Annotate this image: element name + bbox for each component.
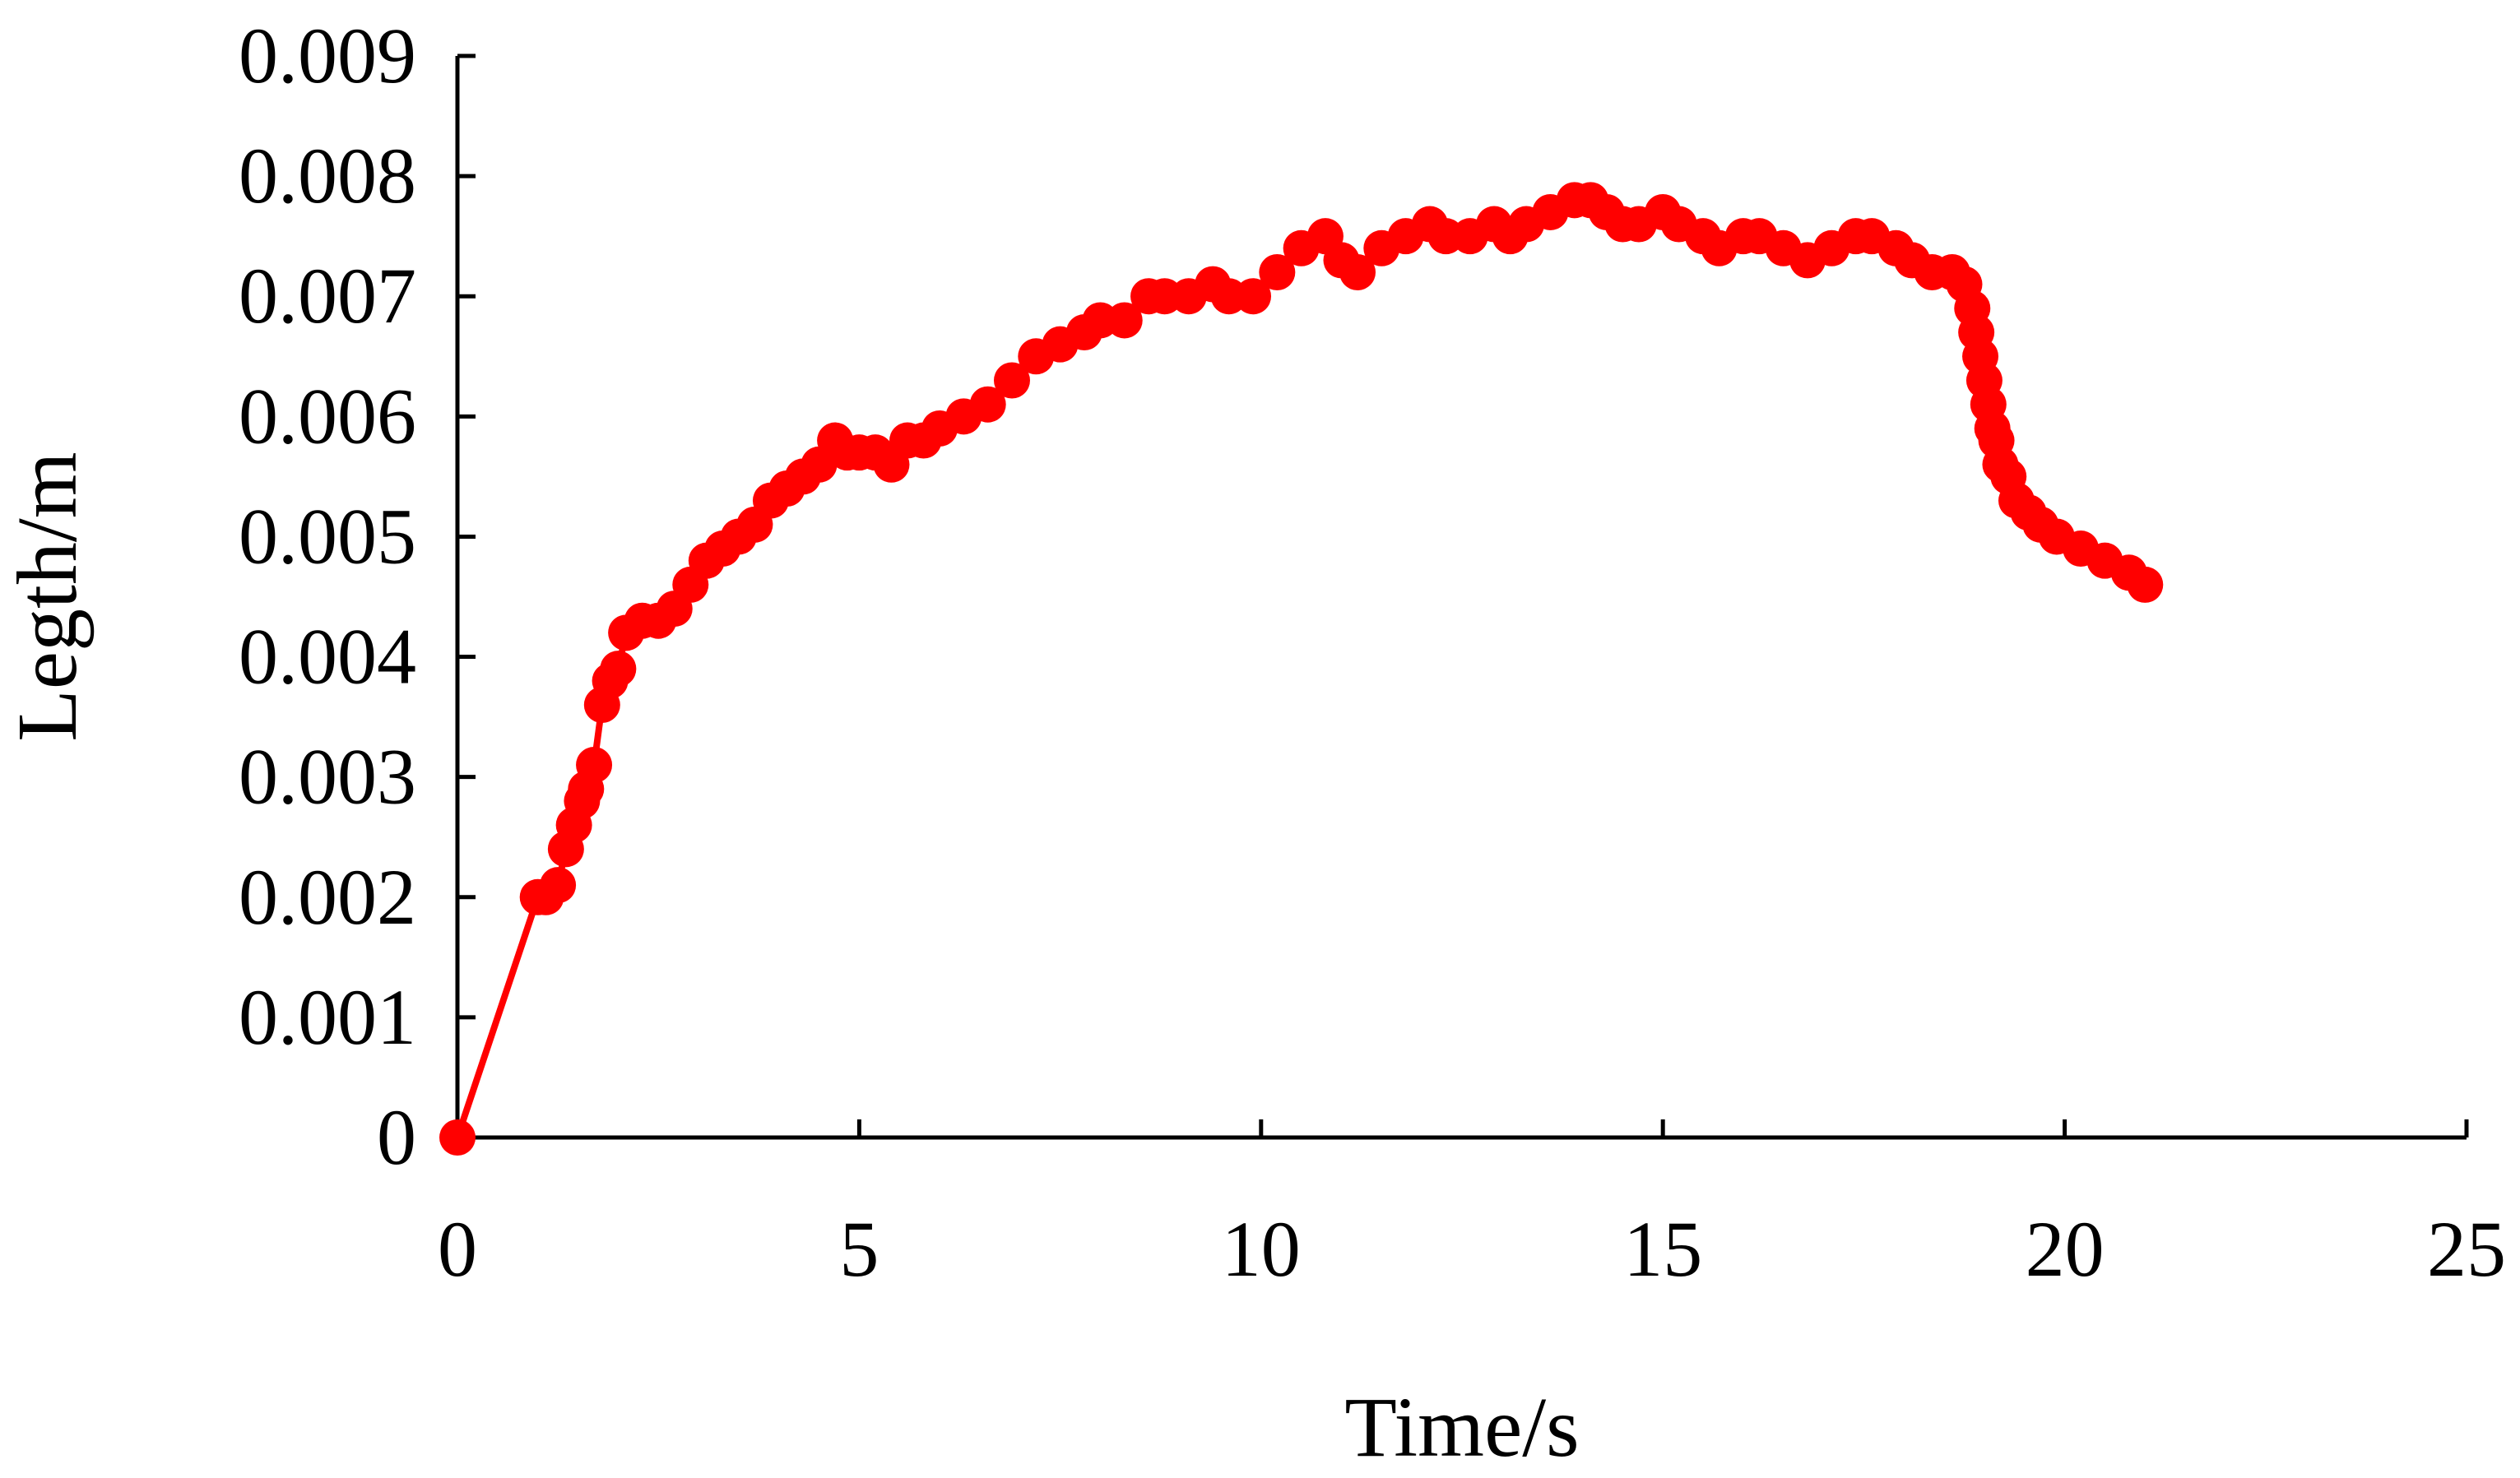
x-tick-label: 10 [1222,1205,1301,1293]
data-point [993,362,1030,399]
x-tick-label: 5 [839,1205,879,1293]
y-tick-label: 0.005 [239,492,416,580]
series-line [454,197,2149,1141]
x-tick-label: 15 [1623,1205,1702,1293]
data-point [439,1119,476,1156]
y-tick-label: 0.009 [239,12,416,100]
data-point [1339,254,1376,290]
x-tick-label: 20 [2026,1205,2105,1293]
y-tick-label: 0.008 [239,132,416,220]
data-point [540,867,577,904]
data-point [1235,278,1272,315]
data-point [1259,254,1296,290]
data-series [439,182,2164,1156]
x-axis-title: Time/s [1344,1380,1579,1474]
y-tick-label: 0.001 [239,973,416,1061]
axes [455,56,2467,1140]
y-tick-label: 0.006 [239,372,416,460]
y-tick-label: 0.003 [239,733,416,821]
y-tick-label: 0.007 [239,252,416,340]
data-point [2127,566,2164,603]
y-axis-ticks: 0 0.001 0.002 0.003 0.004 0.005 0.006 0.007 0.00… [239,12,476,1181]
data-point [969,386,1006,423]
x-axis-ticks: 0 5 10 15 20 25 [438,1119,2506,1293]
y-axis-title: Legth/m [0,452,95,741]
data-point [600,651,637,688]
y-tick-label: 0.002 [239,853,416,941]
x-tick-label: 25 [2427,1205,2506,1293]
data-point [576,747,613,784]
data-point [1106,302,1143,339]
y-tick-label: 0.004 [239,613,416,701]
y-tick-label: 0 [377,1093,416,1181]
x-tick-label: 0 [438,1205,477,1293]
